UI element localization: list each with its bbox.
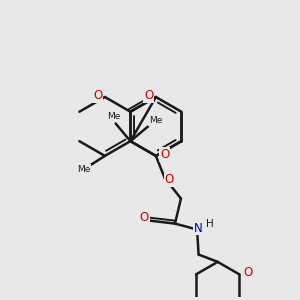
Text: O: O — [164, 173, 174, 186]
Text: H: H — [206, 219, 213, 229]
Text: O: O — [93, 89, 102, 102]
Text: O: O — [243, 266, 252, 279]
Text: Me: Me — [149, 116, 162, 125]
Text: O: O — [160, 148, 169, 161]
Text: N: N — [194, 221, 203, 235]
Text: O: O — [144, 89, 153, 102]
Text: O: O — [140, 211, 149, 224]
Text: Me: Me — [77, 165, 90, 174]
Text: Me: Me — [107, 112, 121, 121]
